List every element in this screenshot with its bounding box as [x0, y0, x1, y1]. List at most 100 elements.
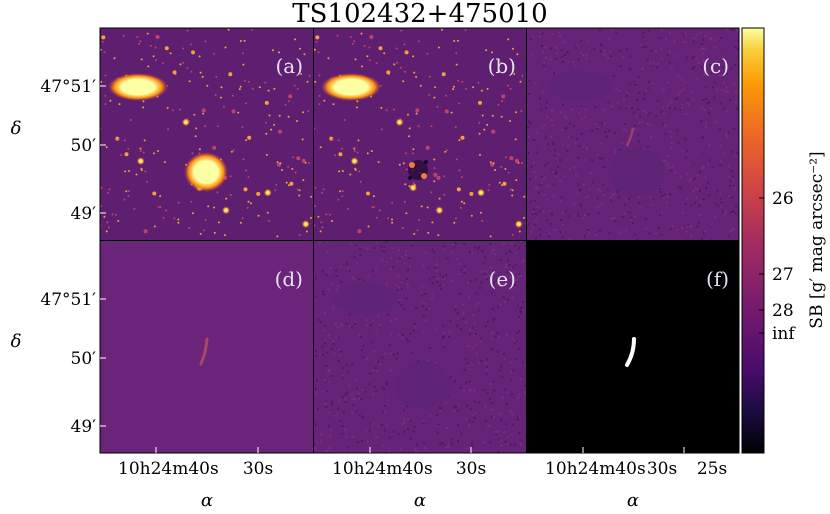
noise-pixel	[510, 361, 513, 364]
source-point	[256, 191, 261, 196]
noise-pixel	[540, 175, 543, 178]
noise-pixel	[551, 124, 554, 127]
noise-pixel	[576, 45, 579, 48]
noise-pixel	[400, 281, 403, 284]
noise-pixel	[682, 40, 685, 43]
noise-pixel	[469, 280, 472, 283]
noise-pixel	[519, 378, 522, 381]
noise-pixel	[445, 273, 448, 276]
noise-pixel	[491, 402, 494, 405]
source-point	[182, 47, 185, 50]
source-point	[456, 187, 461, 192]
source-point	[251, 29, 254, 31]
noise-pixel	[519, 310, 522, 312]
noise-pixel	[629, 83, 632, 86]
noise-pixel	[581, 217, 584, 220]
noise-pixel	[337, 359, 340, 362]
noise-pixel	[367, 275, 370, 278]
noise-pixel	[489, 243, 492, 246]
noise-pixel	[539, 31, 542, 34]
noise-pixel	[345, 322, 348, 325]
noise-pixel	[337, 336, 340, 339]
noise-pixel	[314, 387, 317, 390]
source-point	[458, 169, 461, 172]
noise-pixel	[341, 425, 344, 427]
source-point	[445, 149, 448, 152]
noise-pixel	[517, 416, 519, 419]
noise-pixel	[414, 326, 417, 329]
noise-pixel	[629, 55, 632, 58]
source-point	[127, 147, 130, 150]
source-point	[186, 66, 189, 69]
noise-pixel	[463, 243, 466, 246]
noise-pixel	[729, 230, 732, 233]
noise-pixel	[700, 200, 702, 203]
noise-pixel	[546, 162, 549, 165]
source-point	[273, 87, 276, 90]
source-point	[489, 235, 492, 238]
noise-pixel	[468, 368, 471, 371]
source-point	[321, 191, 324, 194]
noise-pixel	[380, 245, 383, 248]
source-point	[101, 35, 106, 40]
noise-pixel	[357, 395, 360, 398]
noise-pixel	[725, 211, 728, 214]
noise-pixel	[358, 397, 361, 400]
source-point	[301, 138, 304, 141]
source-point	[139, 40, 142, 43]
source-point	[146, 180, 148, 183]
y-tick-label: 50′	[71, 136, 97, 156]
noise-pixel	[367, 248, 370, 251]
noise-pixel	[661, 160, 664, 162]
noise-pixel	[329, 435, 332, 438]
noise-pixel	[521, 261, 523, 264]
source-point	[319, 146, 322, 149]
source-point	[104, 103, 107, 106]
source-point	[275, 183, 278, 186]
source-point	[483, 128, 486, 131]
noise-pixel	[420, 291, 423, 294]
noise-pixel	[517, 304, 520, 307]
source-point	[325, 213, 328, 216]
noise-pixel	[457, 273, 460, 275]
source-point	[478, 121, 481, 124]
source-point	[294, 171, 297, 174]
source-point	[315, 40, 318, 43]
source-point	[244, 79, 246, 82]
noise-pixel	[669, 169, 672, 172]
noise-pixel	[491, 337, 494, 340]
noise-pixel	[681, 227, 683, 229]
noise-pixel	[686, 101, 689, 104]
noise-pixel	[705, 97, 708, 100]
noise-pixel	[444, 446, 447, 449]
noise-pixel	[468, 389, 471, 392]
source-point	[164, 46, 169, 51]
source-point	[502, 181, 507, 186]
noise-pixel	[709, 159, 712, 162]
noise-pixel	[469, 329, 472, 331]
noise-pixel	[498, 412, 501, 415]
source-point	[285, 181, 288, 184]
noise-pixel	[431, 282, 434, 285]
source-point	[190, 70, 193, 73]
noise-pixel	[385, 424, 388, 427]
panel-a-background	[100, 28, 313, 240]
noise-pixel	[724, 209, 727, 212]
source-point	[509, 120, 512, 122]
noise-pixel	[368, 429, 371, 432]
noise-pixel	[440, 288, 442, 291]
noise-pixel	[485, 369, 488, 372]
noise-pixel	[527, 92, 530, 95]
noise-pixel	[573, 203, 576, 206]
source-point	[512, 47, 514, 50]
noise-pixel	[477, 401, 480, 404]
noise-pixel	[730, 67, 733, 70]
noise-pixel	[585, 57, 588, 60]
noise-pixel	[355, 410, 358, 413]
noise-pixel	[599, 142, 602, 145]
source-point	[478, 100, 482, 105]
noise-pixel	[649, 111, 652, 114]
source-point	[195, 127, 198, 130]
noise-pixel	[719, 164, 722, 167]
noise-pixel	[443, 331, 446, 334]
